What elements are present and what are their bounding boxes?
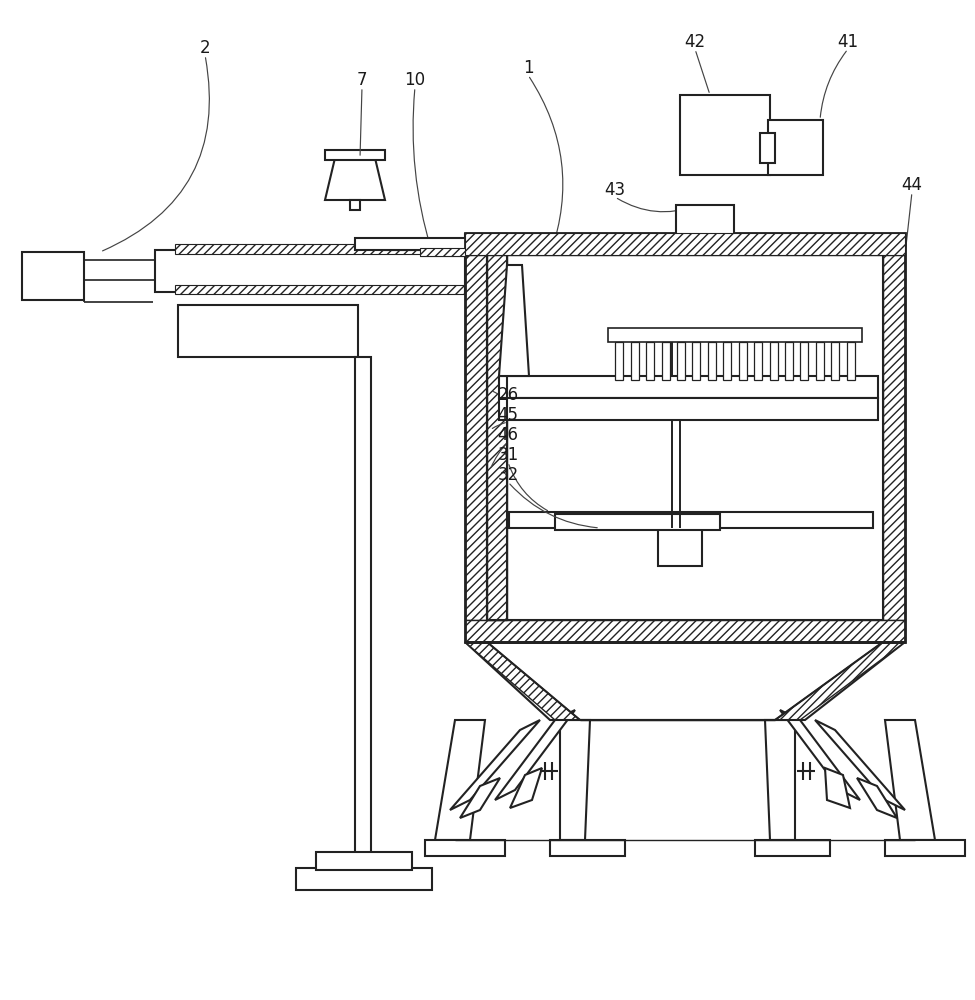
Bar <box>885 840 965 856</box>
Bar <box>509 512 873 528</box>
Bar <box>755 840 830 856</box>
Text: 2: 2 <box>200 39 211 57</box>
Polygon shape <box>465 233 905 255</box>
Bar <box>785 342 793 380</box>
Bar <box>708 342 716 380</box>
Bar <box>425 840 505 856</box>
Polygon shape <box>175 285 464 294</box>
Bar <box>22 252 84 300</box>
Text: 41: 41 <box>838 33 859 51</box>
Bar <box>615 342 623 380</box>
Polygon shape <box>499 376 878 398</box>
Polygon shape <box>499 265 529 376</box>
Polygon shape <box>465 642 580 720</box>
Bar <box>676 205 734 253</box>
Polygon shape <box>465 255 487 620</box>
Bar <box>178 305 358 357</box>
Polygon shape <box>885 720 935 840</box>
Bar <box>769 342 777 380</box>
Bar <box>768 120 823 175</box>
Text: 45: 45 <box>497 406 519 424</box>
Text: 32: 32 <box>497 466 519 484</box>
Bar <box>760 133 775 163</box>
Polygon shape <box>460 778 500 818</box>
Bar <box>355 238 467 250</box>
Bar <box>646 342 654 380</box>
Bar <box>155 250 465 292</box>
Polygon shape <box>825 768 850 808</box>
Bar <box>550 840 625 856</box>
Polygon shape <box>765 720 795 840</box>
Bar <box>831 342 839 380</box>
Polygon shape <box>175 244 464 254</box>
Text: 46: 46 <box>497 426 519 444</box>
Bar <box>420 248 468 256</box>
Bar <box>692 342 700 380</box>
Text: 44: 44 <box>902 176 922 194</box>
Bar <box>680 95 770 175</box>
Bar <box>739 342 747 380</box>
Bar <box>846 342 855 380</box>
Bar <box>608 328 862 342</box>
Text: 43: 43 <box>604 181 626 199</box>
Polygon shape <box>857 778 897 818</box>
Bar <box>465 233 905 642</box>
Polygon shape <box>465 642 905 720</box>
Polygon shape <box>435 720 485 840</box>
Bar <box>325 150 385 160</box>
Polygon shape <box>487 255 507 620</box>
Bar <box>555 514 720 530</box>
Polygon shape <box>780 710 860 800</box>
Polygon shape <box>495 710 575 800</box>
Bar <box>677 342 685 380</box>
Bar <box>800 342 808 380</box>
Polygon shape <box>465 620 905 642</box>
Text: 7: 7 <box>357 71 368 89</box>
Polygon shape <box>380 238 465 250</box>
Text: 31: 31 <box>497 446 519 464</box>
Bar <box>296 868 432 890</box>
Polygon shape <box>510 768 542 808</box>
Polygon shape <box>883 255 905 620</box>
Bar <box>631 342 639 380</box>
Polygon shape <box>465 233 905 255</box>
Text: 42: 42 <box>684 33 706 51</box>
Polygon shape <box>325 158 385 200</box>
Bar <box>658 528 702 566</box>
Polygon shape <box>815 720 905 810</box>
Polygon shape <box>775 642 905 720</box>
Bar <box>754 342 762 380</box>
Bar <box>350 200 360 210</box>
Bar <box>499 398 878 420</box>
Text: 1: 1 <box>523 59 533 77</box>
Polygon shape <box>560 720 590 840</box>
Polygon shape <box>450 720 540 810</box>
Bar <box>355 357 371 887</box>
Text: 10: 10 <box>405 71 425 89</box>
Text: 26: 26 <box>497 386 519 404</box>
Bar <box>662 342 670 380</box>
Bar <box>316 852 412 870</box>
Bar <box>816 342 824 380</box>
Bar <box>723 342 731 380</box>
